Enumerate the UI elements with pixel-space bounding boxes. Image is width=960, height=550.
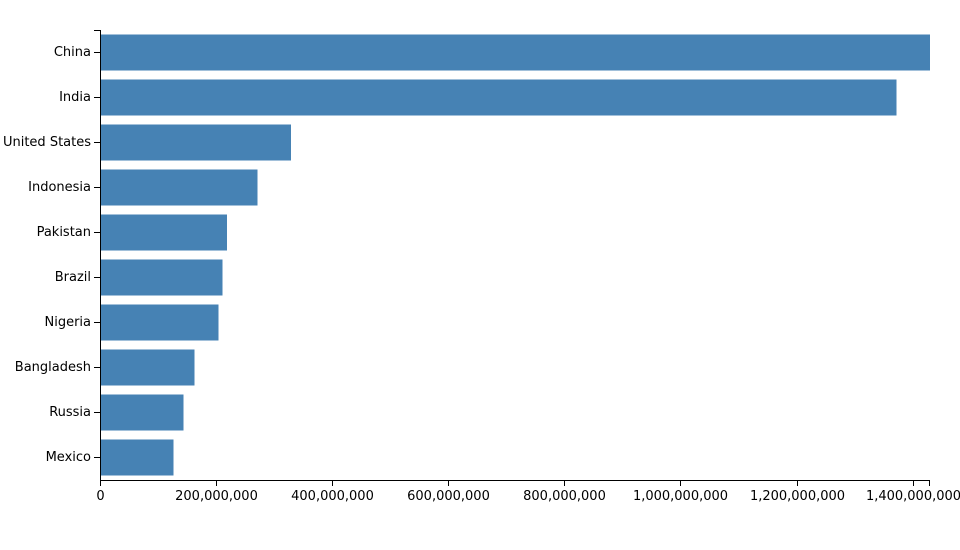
y-tick-label-russia: Russia xyxy=(49,405,91,420)
y-tick-label-indonesia: Indonesia xyxy=(28,180,91,195)
x-tick-label-3: 600,000,000 xyxy=(407,489,490,504)
x-tick-label-1: 200,000,000 xyxy=(175,489,258,504)
y-tick-label-bangladesh: Bangladesh xyxy=(15,360,91,375)
x-tick-label-2: 400,000,000 xyxy=(291,489,374,504)
bar-india xyxy=(100,79,897,116)
y-tick-label-brazil: Brazil xyxy=(55,270,91,285)
y-tick-label-pakistan: Pakistan xyxy=(37,225,91,240)
bar-nigeria xyxy=(100,304,219,341)
bar-brazil xyxy=(100,259,223,296)
bar-mexico xyxy=(100,439,174,476)
bar-china xyxy=(100,34,930,71)
x-tick-label-7: 1,400,000,000 xyxy=(866,489,960,504)
y-axis: China India United States Indonesia Pakistan… xyxy=(3,30,101,480)
y-tick-label-nigeria: Nigeria xyxy=(44,315,91,330)
x-axis: 0 200,000,000 400,000,000 600,000,000 800,00… xyxy=(96,480,960,504)
bar-united-states xyxy=(100,124,291,161)
x-tick-label-0: 0 xyxy=(96,489,104,504)
bar-bangladesh xyxy=(100,349,195,386)
bar-indonesia xyxy=(100,169,258,206)
x-tick-label-5: 1,000,000,000 xyxy=(633,489,728,504)
bar-pakistan xyxy=(100,214,228,251)
x-tick-label-6: 1,200,000,000 xyxy=(750,489,845,504)
y-tick-label-united-states: United States xyxy=(3,135,91,150)
y-tick-label-china: China xyxy=(54,45,91,60)
bar-russia xyxy=(100,394,184,431)
y-tick-label-mexico: Mexico xyxy=(46,450,91,465)
y-tick-label-india: India xyxy=(59,90,91,105)
x-tick-label-4: 800,000,000 xyxy=(523,489,606,504)
bars-layer xyxy=(100,34,930,476)
